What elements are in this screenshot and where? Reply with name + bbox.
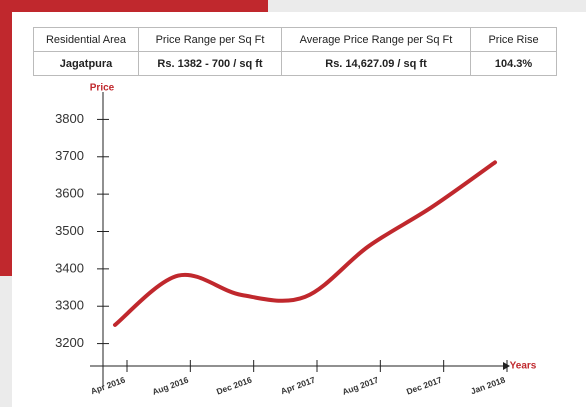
x-tick-label: Aug 2016 [151, 375, 190, 397]
y-tick-label: 3700 [55, 148, 84, 163]
header-cell: Residential Area [33, 27, 139, 52]
price-line [113, 160, 497, 327]
x-tick-label: Apr 2017 [279, 375, 316, 397]
y-tick-label: 3500 [55, 223, 84, 238]
header-cell: Price Range per Sq Ft [138, 27, 282, 52]
table-header: Residential Area Price Range per Sq Ft A… [33, 27, 557, 52]
x-tick-label: Dec 2017 [405, 375, 443, 397]
header-cell: Price Rise [470, 27, 557, 52]
cell: Rs. 1382 - 700 / sq ft [138, 51, 282, 76]
x-tick-label: Apr 2016 [89, 375, 126, 397]
y-tick-label: 3200 [55, 335, 84, 350]
y-tick-label: 3300 [55, 298, 84, 313]
y-tick-label: 3800 [55, 111, 84, 126]
cell: Rs. 14,627.09 / sq ft [281, 51, 471, 76]
y-tick-label: 3400 [55, 260, 84, 275]
accent-bar [0, 0, 268, 12]
price-table: Residential Area Price Range per Sq Ft A… [33, 27, 557, 76]
header-cell: Average Price Range per Sq Ft [281, 27, 471, 52]
y-axis-label: Price [90, 83, 115, 94]
x-axis-label: Years [510, 361, 537, 372]
table-row: Jagatpura Rs. 1382 - 700 / sq ft Rs. 14,… [33, 51, 557, 76]
cell: 104.3% [470, 51, 557, 76]
accent-bar [0, 0, 12, 276]
y-tick-label: 3600 [55, 186, 84, 201]
x-tick-label: Aug 2017 [341, 375, 380, 397]
card: Residential Area Price Range per Sq Ft A… [12, 12, 586, 407]
cell: Jagatpura [33, 51, 139, 76]
x-tick-label: Dec 2016 [215, 375, 253, 397]
x-tick-label: Jan 2018 [469, 375, 506, 397]
